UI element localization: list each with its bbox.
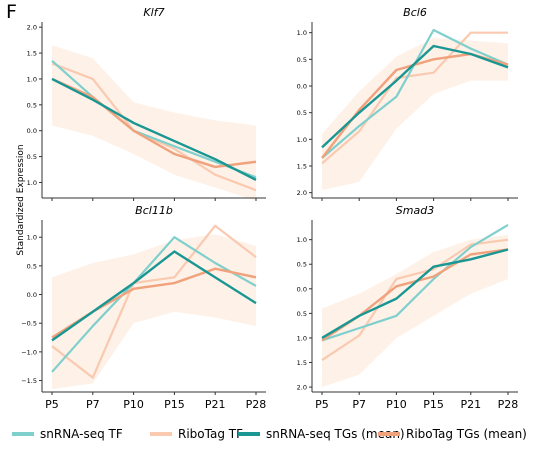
series-line-snTG xyxy=(321,44,509,149)
legend-swatch-sn-tg xyxy=(238,432,260,436)
x-tick-label: P5 xyxy=(45,398,59,411)
y-tick-label: 0.5 xyxy=(297,56,307,64)
series-line-snTF xyxy=(51,236,257,373)
series-line-riboTF xyxy=(51,62,257,192)
x-tick-label: P7 xyxy=(86,398,100,411)
x-tick-label: P21 xyxy=(460,398,481,411)
y-tick-label: −1.5 xyxy=(21,377,37,385)
panel-title: Bcl11b xyxy=(135,204,173,217)
x-tick-label: P15 xyxy=(423,398,444,411)
y-tick-label: −0.5 xyxy=(21,320,37,328)
y-tick-label: 1.5 xyxy=(297,163,307,171)
y-tick-label: 1.0 xyxy=(27,75,37,83)
y-tick-label: 0.5 xyxy=(27,101,37,109)
legend-label-sn-tg: snRNA-seq TGs (mean) xyxy=(266,427,405,441)
y-tick-label: 2.0 xyxy=(297,189,307,197)
y-tick-label: 1.0 xyxy=(27,234,37,242)
y-tick-label: 0.0 xyxy=(27,127,37,135)
x-tick-label: P21 xyxy=(205,398,226,411)
series-line-snTF xyxy=(321,223,509,342)
x-tick-label: P10 xyxy=(123,398,144,411)
variance-band xyxy=(52,45,256,201)
panel-letter: F xyxy=(6,1,17,23)
y-tick-label: 1.5 xyxy=(27,50,37,58)
y-tick-label: 1.0 xyxy=(297,334,307,342)
y-tick-label: −1.0 xyxy=(21,348,37,356)
y-tick-label: 0.5 xyxy=(27,262,37,270)
legend-label-ribo-tf: RiboTag TF xyxy=(178,427,243,441)
panel-title: Smad3 xyxy=(396,204,434,217)
y-tick-label: 0.0 xyxy=(297,285,307,293)
series-line-snTG xyxy=(321,248,509,339)
legend-label-sn-tf: snRNA-seq TF xyxy=(40,427,123,441)
chart-panel-0: 2.0 1.5 1.0 0.5 0.0 0.5 1.0 Klf7 xyxy=(27,6,266,201)
legend-item-sn-tf: snRNA-seq TF xyxy=(12,424,123,444)
series-line-riboTF xyxy=(321,31,508,165)
series-line-riboTG xyxy=(51,77,257,169)
chart-panel-2: 1.0 0.5 0.0 −0.5 −1.0 −1.5 P5 P7 P10 P15 P21 P28 Bcl… xyxy=(21,204,266,411)
series-line-snTG xyxy=(51,77,257,181)
legend: snRNA-seq TF RiboTag TF snRNA-seq TGs (m… xyxy=(0,420,552,450)
y-tick-label: 0.5 xyxy=(297,310,307,318)
legend-swatch-ribo-tf xyxy=(150,432,172,436)
y-tick-label: 1.0 xyxy=(297,136,307,144)
y-tick-label: 0.5 xyxy=(297,261,307,269)
series-line-riboTF xyxy=(51,224,257,379)
y-tick-label: 0.0 xyxy=(27,291,37,299)
panel-title: Bcl6 xyxy=(403,6,427,19)
x-tick-label: P28 xyxy=(246,398,267,411)
legend-item-ribo-tf: RiboTag TF xyxy=(150,424,243,444)
legend-swatch-ribo-tg xyxy=(378,432,400,436)
legend-item-sn-tg: snRNA-seq TGs (mean) xyxy=(238,424,405,444)
y-tick-label: 2.0 xyxy=(297,384,307,392)
variance-band xyxy=(322,234,508,388)
y-tick-label: 2.0 xyxy=(27,24,37,32)
legend-swatch-sn-tf xyxy=(12,432,34,436)
variance-band xyxy=(322,38,508,190)
y-tick-label: 1.0 xyxy=(27,179,37,187)
series-line-snTG xyxy=(51,250,257,342)
y-tick-label: 0.5 xyxy=(27,153,37,161)
y-tick-label: 0.0 xyxy=(297,83,307,91)
y-tick-label: 1.0 xyxy=(297,29,307,37)
y-tick-label: 1.5 xyxy=(297,359,307,367)
x-tick-label: P15 xyxy=(164,398,185,411)
legend-item-ribo-tg: RiboTag TGs (mean) xyxy=(378,424,527,444)
x-tick-label: P7 xyxy=(352,398,366,411)
panel-title: Klf7 xyxy=(143,6,164,19)
y-tick-label: 0.5 xyxy=(297,109,307,117)
chart-panel-1: 1.0 0.5 0.0 0.5 1.0 1.5 2.0 Bcl6 xyxy=(297,6,518,201)
y-tick-label: 1.0 xyxy=(297,236,307,244)
variance-band xyxy=(52,234,256,390)
x-tick-label: P10 xyxy=(386,398,407,411)
series-line-snTF xyxy=(51,60,257,179)
x-tick-label: P5 xyxy=(315,398,329,411)
legend-label-ribo-tg: RiboTag TGs (mean) xyxy=(406,427,527,441)
x-tick-label: P28 xyxy=(498,398,519,411)
chart-panel-3: 1.0 0.5 0.0 0.5 1.0 1.5 2.0 P5 P7 P10 P15 P21 P28 Sma… xyxy=(297,204,519,411)
